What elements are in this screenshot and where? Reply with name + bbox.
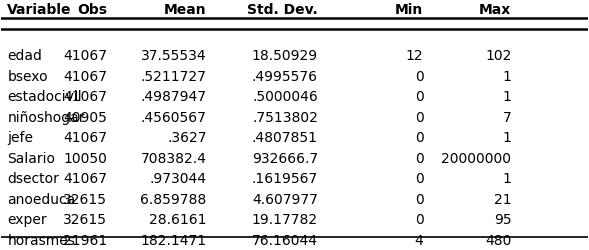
Text: .5000046: .5000046 [252,90,318,104]
Text: 102: 102 [485,49,511,63]
Text: 95: 95 [494,212,511,226]
Text: estadocivil: estadocivil [7,90,82,104]
Text: Mean: Mean [164,3,207,17]
Text: dsector: dsector [7,172,59,185]
Text: 21: 21 [494,192,511,206]
Text: .3627: .3627 [167,131,207,144]
Text: .4987947: .4987947 [141,90,207,104]
Text: 932666.7: 932666.7 [252,151,318,165]
Text: 182.1471: 182.1471 [140,233,207,247]
Text: .4807851: .4807851 [252,131,318,144]
Text: 0: 0 [415,90,423,104]
Text: 0: 0 [415,110,423,124]
Text: 1: 1 [502,90,511,104]
Text: Variable: Variable [7,3,72,17]
Text: 41067: 41067 [63,49,107,63]
Text: Salario: Salario [7,151,55,165]
Text: 20000000: 20000000 [441,151,511,165]
Text: jefe: jefe [7,131,33,144]
Text: 0: 0 [415,151,423,165]
Text: .5211727: .5211727 [141,69,207,83]
Text: Max: Max [479,3,511,17]
Text: 28.6161: 28.6161 [149,212,207,226]
Text: 32615: 32615 [63,212,107,226]
Text: 6.859788: 6.859788 [140,192,207,206]
Text: horasmes: horasmes [7,233,75,247]
Text: Obs: Obs [77,3,107,17]
Text: 1: 1 [502,69,511,83]
Text: .4995576: .4995576 [252,69,318,83]
Text: 1: 1 [502,172,511,185]
Text: 41067: 41067 [63,172,107,185]
Text: .7513802: .7513802 [252,110,318,124]
Text: anoeduca: anoeduca [7,192,75,206]
Text: 18.50929: 18.50929 [252,49,318,63]
Text: 41067: 41067 [63,69,107,83]
Text: 0: 0 [415,131,423,144]
Text: 10050: 10050 [63,151,107,165]
Text: Std. Dev.: Std. Dev. [247,3,318,17]
Text: 12: 12 [406,49,423,63]
Text: 4: 4 [415,233,423,247]
Text: 7: 7 [502,110,511,124]
Text: 480: 480 [485,233,511,247]
Text: 37.55534: 37.55534 [141,49,207,63]
Text: .4560567: .4560567 [141,110,207,124]
Text: .973044: .973044 [150,172,207,185]
Text: bsexo: bsexo [7,69,48,83]
Text: 0: 0 [415,69,423,83]
Text: niñoshogar: niñoshogar [7,110,85,124]
Text: 708382.4: 708382.4 [141,151,207,165]
Text: 41067: 41067 [63,90,107,104]
Text: 1: 1 [502,131,511,144]
Text: 32615: 32615 [63,192,107,206]
Text: 4.607977: 4.607977 [252,192,318,206]
Text: 21961: 21961 [62,233,107,247]
Text: 40905: 40905 [63,110,107,124]
Text: 19.17782: 19.17782 [252,212,318,226]
Text: 0: 0 [415,192,423,206]
Text: 41067: 41067 [63,131,107,144]
Text: 76.16044: 76.16044 [252,233,318,247]
Text: .1619567: .1619567 [252,172,318,185]
Text: 0: 0 [415,212,423,226]
Text: 0: 0 [415,172,423,185]
Text: edad: edad [7,49,42,63]
Text: Min: Min [395,3,423,17]
Text: exper: exper [7,212,47,226]
